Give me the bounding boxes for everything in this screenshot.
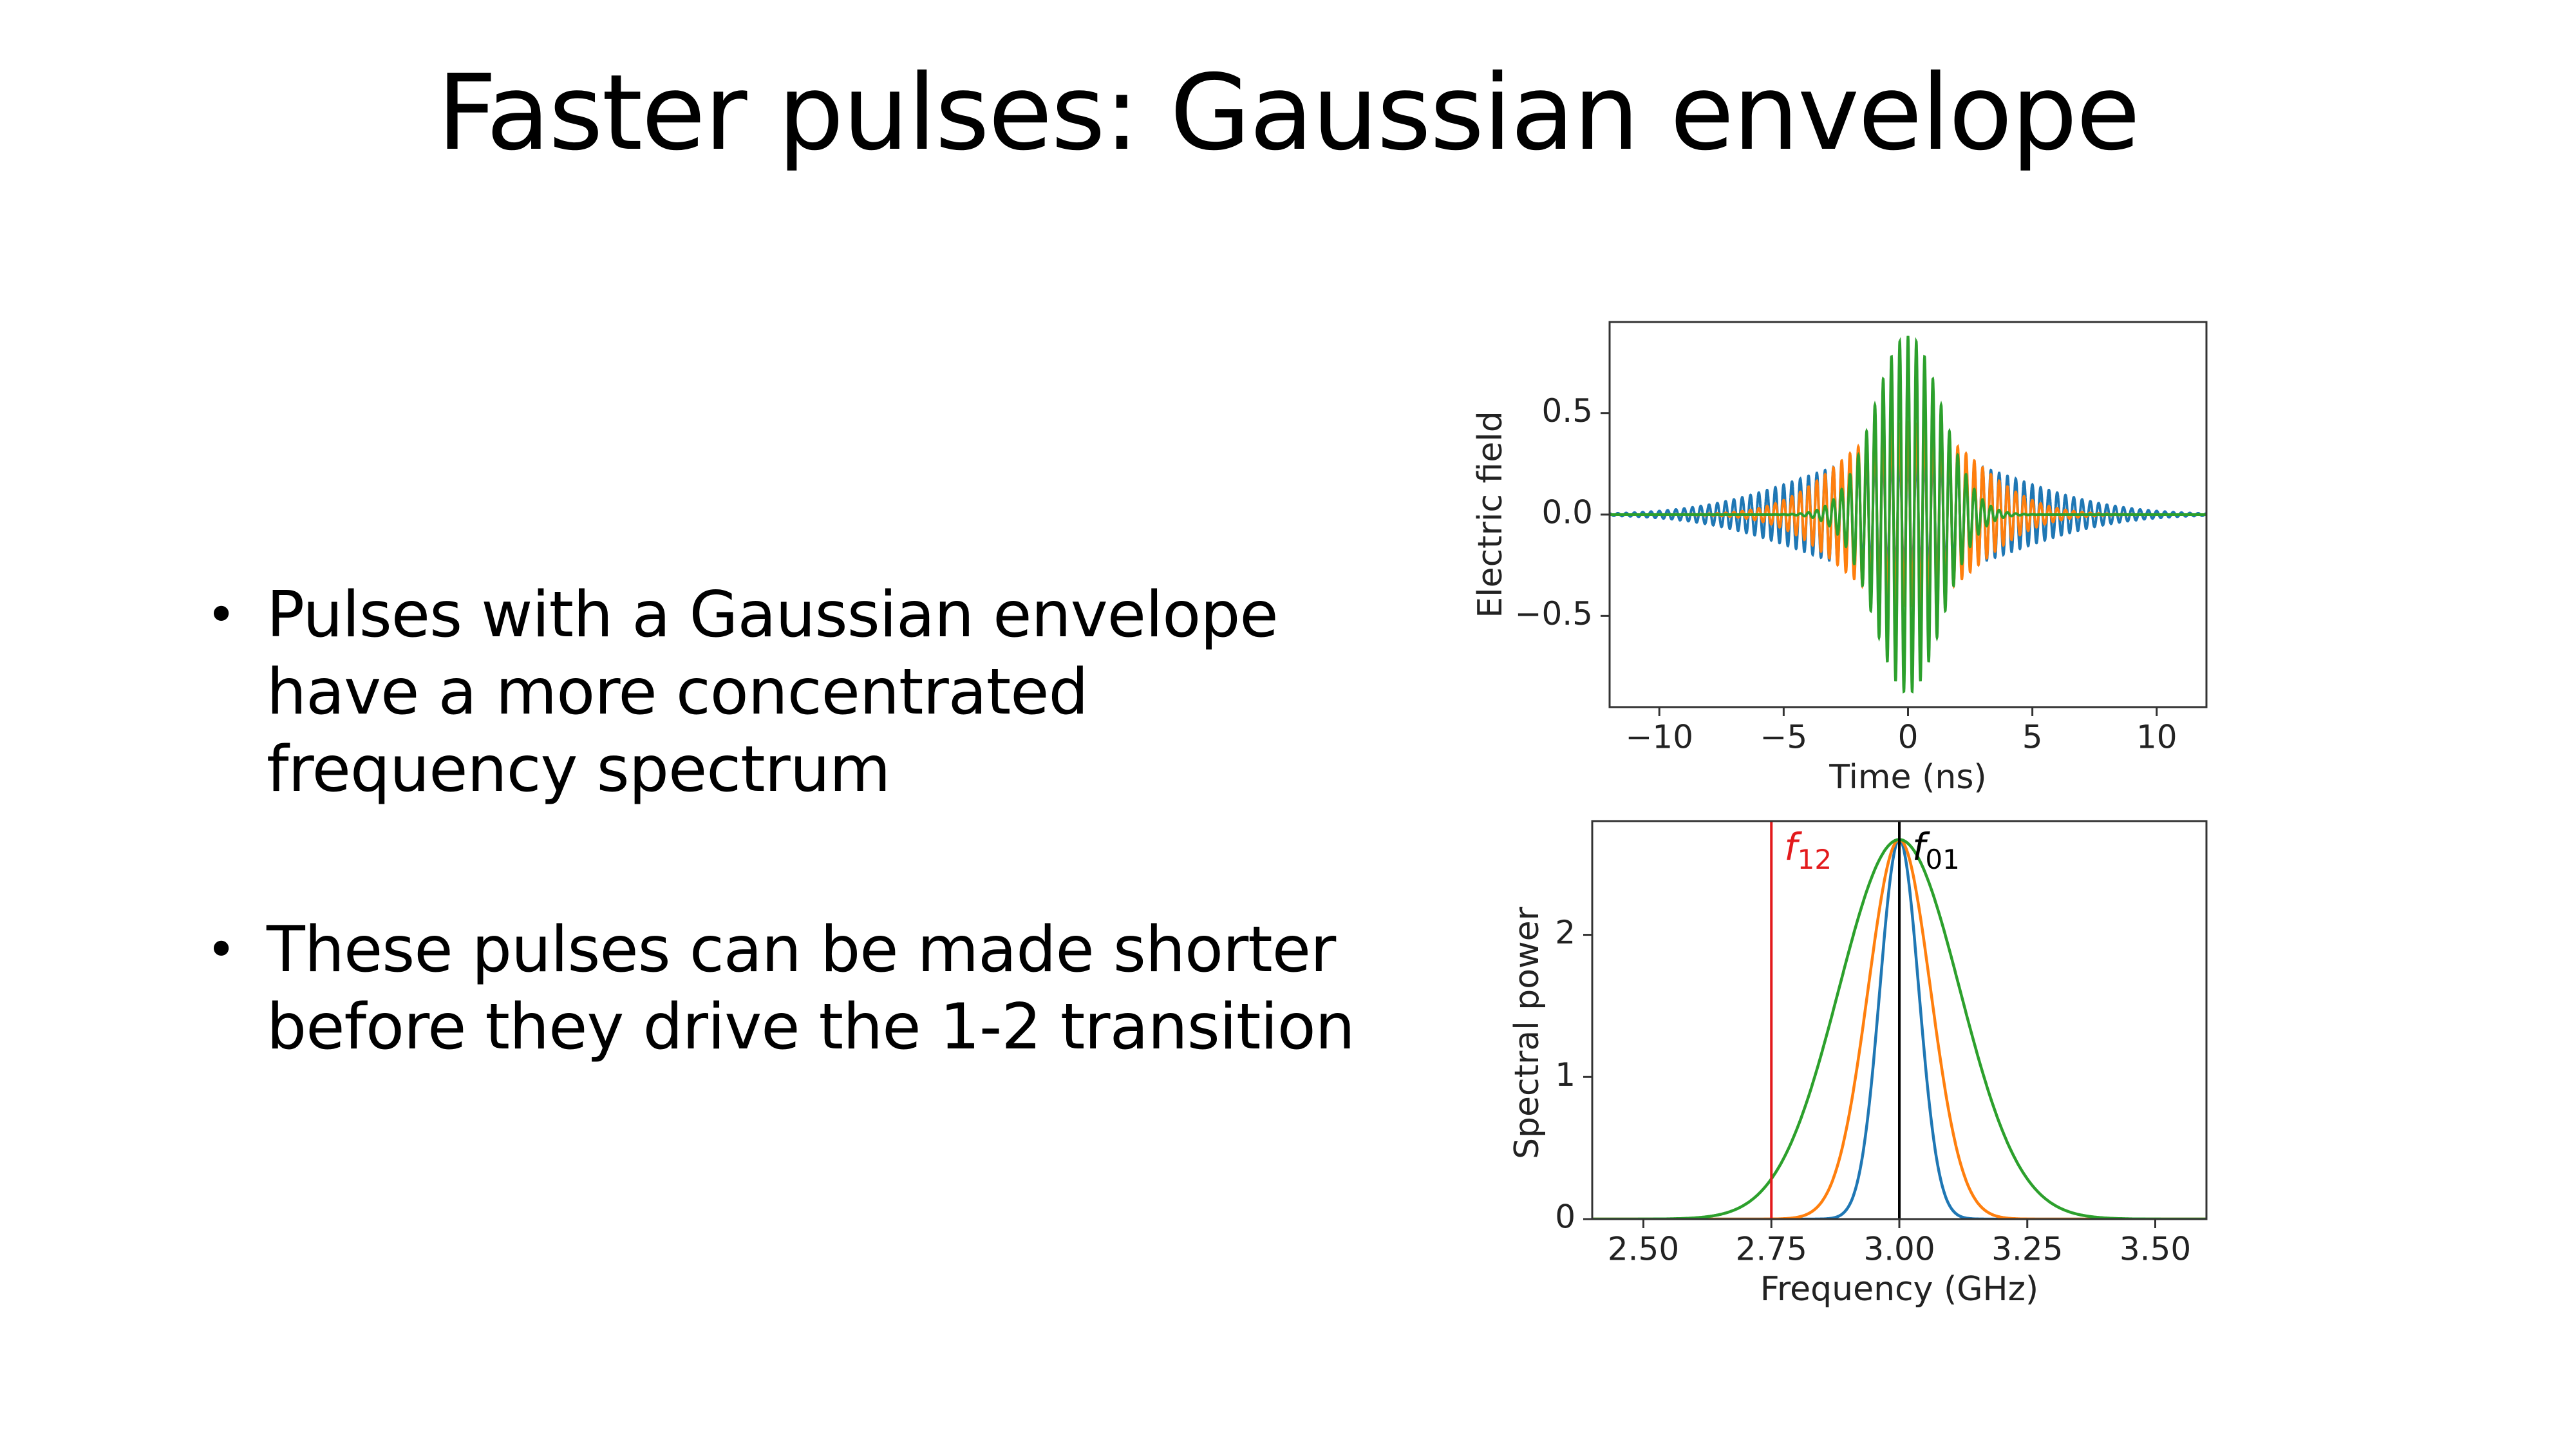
bullet-item: • Pulses with a Gaussian envelope have a… (200, 576, 1359, 808)
time-series-line-3 (1610, 336, 2206, 694)
bullet-text-line: before they drive the 1-2 transition (267, 990, 1355, 1064)
bottom-y-tick-label: 2 (1555, 914, 1575, 951)
bottom-x-tick-label: 2.50 (1608, 1231, 1679, 1268)
top-x-tick-label: 10 (2136, 719, 2177, 756)
bottom-y-tick-label: 0 (1555, 1198, 1575, 1236)
bullet-text-line: have a more concentrated (267, 656, 1089, 729)
top-x-tick-label: −10 (1625, 719, 1693, 756)
bottom-y-tick-label: 1 (1555, 1056, 1575, 1094)
top-y-axis-label: Electric field (1471, 411, 1510, 618)
top-y-tick-label: 0.0 (1541, 494, 1593, 531)
bottom-x-tick-label: 3.25 (1991, 1231, 2063, 1268)
slide-title: Faster pulses: Gaussian envelope (437, 53, 2141, 174)
top-x-tick-label: 0 (1898, 719, 1919, 756)
top-y-tick-label: 0.5 (1541, 392, 1593, 430)
bottom-x-tick-label: 3.00 (1863, 1231, 1935, 1268)
f12-marker-label: f12 (1784, 825, 1832, 875)
bullet-item: • These pulses can be made shorter befor… (200, 911, 1359, 1066)
top-x-tick-label: −5 (1760, 719, 1808, 756)
bottom-y-axis-label: Spectral power (1508, 906, 1547, 1159)
bottom-x-tick-label: 2.75 (1736, 1231, 1807, 1268)
top-x-tick-label: 5 (2022, 719, 2043, 756)
bottom-x-tick-label: 3.50 (2120, 1231, 2191, 1268)
top-x-axis-label: Time (ns) (1829, 758, 1986, 797)
bullet-list: • Pulses with a Gaussian envelope have a… (200, 576, 1359, 1066)
bullet-text-line: Pulses with a Gaussian envelope (267, 578, 1279, 652)
top-y-tick-label: −0.5 (1515, 595, 1593, 632)
bullet-dot-icon: • (206, 920, 236, 980)
bullet-text-line: frequency spectrum (267, 733, 890, 806)
f01-marker-label: f01 (1912, 825, 1960, 875)
bullet-dot-icon: • (206, 585, 236, 645)
bullet-text-line: These pulses can be made shorter (267, 913, 1336, 987)
bottom-x-axis-label: Frequency (GHz) (1760, 1270, 2038, 1309)
